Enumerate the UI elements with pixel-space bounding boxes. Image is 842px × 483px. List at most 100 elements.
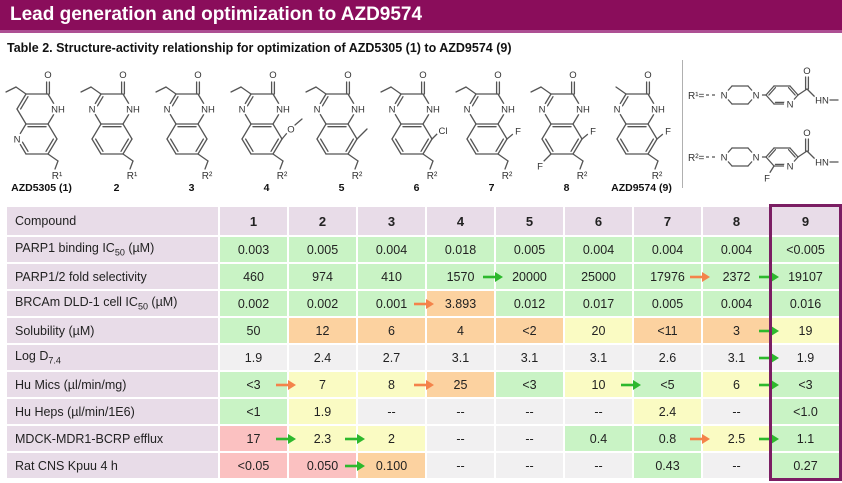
- cell-value: 0.005: [651, 296, 684, 311]
- value-cell: 20: [565, 318, 632, 343]
- svg-text:N: N: [14, 134, 21, 145]
- table-row: BRCAm DLD-1 cell IC50 (µM) 0.002 0.002 0.00…: [7, 291, 839, 316]
- value-cell: 3.1: [565, 345, 632, 370]
- cell-value: <2: [522, 323, 537, 338]
- cell-value: 0.003: [237, 242, 270, 257]
- compound-name-label: 6: [413, 182, 420, 194]
- structure-compound-2: O NH N R¹ 2: [79, 58, 154, 194]
- value-cell: 2.3: [276, 426, 356, 451]
- value-cell: 0.003: [220, 237, 287, 262]
- value-cell: 974: [289, 264, 356, 289]
- value-cell: 25000: [565, 264, 632, 289]
- svg-text:O: O: [419, 70, 426, 81]
- cell-value: 2.6: [658, 350, 677, 365]
- chemical-structure-diagram: O NH N R¹: [80, 70, 142, 182]
- svg-text:O: O: [494, 70, 501, 81]
- cell-value: 3.893: [444, 296, 477, 311]
- value-cell: 410: [358, 264, 425, 289]
- chemical-structure-diagram: O NH N F R²: [455, 70, 524, 182]
- value-cell: 25: [414, 372, 494, 397]
- value-cell: 19: [759, 318, 839, 343]
- value-cell: <1.0: [772, 399, 839, 424]
- value-cell: <0.005: [772, 237, 839, 262]
- compound-name-label: AZD9574 (9): [611, 182, 672, 194]
- r-group-definitions: R¹= N N N O HN R²= N N N O HN F: [686, 58, 841, 186]
- cell-value: 0.27: [793, 458, 818, 473]
- value-cell: <3: [759, 372, 839, 397]
- value-cell: 8: [358, 372, 425, 397]
- row-label: Hu Heps (µl/min/1E6): [7, 399, 218, 424]
- cell-value: 1.9: [244, 350, 263, 365]
- cell-value: --: [456, 458, 465, 473]
- svg-text:N: N: [787, 161, 794, 172]
- value-cell: 0.4: [565, 426, 632, 451]
- cell-value: 20000: [512, 269, 547, 284]
- svg-text:NH: NH: [51, 104, 65, 115]
- svg-text:F: F: [590, 126, 596, 137]
- cell-value: <1.0: [793, 404, 818, 419]
- value-cell: 3.893: [414, 291, 494, 316]
- svg-text:R²: R²: [277, 171, 288, 182]
- structure-compound-3: O NH N R² 3: [154, 58, 229, 194]
- chemical-structure-diagram: O NH N O R²: [230, 70, 303, 182]
- svg-text:O: O: [569, 70, 576, 81]
- svg-text:Cl: Cl: [439, 126, 448, 137]
- table-row: PARP1 binding IC50 (µM) 0.003 0.005 0.004 0.…: [7, 237, 839, 262]
- cell-value: 410: [381, 269, 402, 284]
- value-cell: 0.001: [358, 291, 425, 316]
- row-label: Hu Mics (µl/min/mg): [7, 372, 218, 397]
- value-cell: <3: [220, 372, 287, 397]
- value-cell: 2.4: [634, 399, 701, 424]
- value-cell: <0.05: [220, 453, 287, 478]
- svg-text:O: O: [644, 70, 651, 81]
- compound-name-label: 2: [113, 182, 120, 194]
- cell-value: 2.5: [727, 431, 746, 446]
- cell-value: 0.005: [306, 242, 339, 257]
- cell-value: 12: [315, 323, 330, 338]
- cell-value: <3: [798, 377, 813, 392]
- value-cell: <3: [496, 372, 563, 397]
- cell-value: 3.1: [589, 350, 608, 365]
- value-cell: 2.7: [358, 345, 425, 370]
- svg-text:N: N: [314, 104, 321, 115]
- table-caption: Table 2. Structure-activity relationship…: [7, 41, 512, 55]
- table-row: Solubility (µM) 50 12 6 4 <2 20 <11 3 19: [7, 318, 839, 343]
- cell-value: 0.012: [513, 296, 546, 311]
- value-cell: --: [703, 399, 770, 424]
- cell-value: 50: [246, 323, 261, 338]
- structure-compound-5: O NH N R² 5: [304, 58, 379, 194]
- value-cell: 0.018: [427, 237, 494, 262]
- cell-value: 460: [243, 269, 264, 284]
- structure-compound-4: O NH N O R² 4: [229, 58, 304, 194]
- svg-text:N: N: [721, 152, 728, 163]
- value-cell: 6: [358, 318, 425, 343]
- value-cell: 460: [220, 264, 287, 289]
- svg-text:F: F: [764, 173, 770, 184]
- table-row: PARP1/2 fold selectivity 460 974 410 1570 200…: [7, 264, 839, 289]
- svg-text:R²=: R²=: [688, 153, 705, 164]
- value-cell: 1.9: [220, 345, 287, 370]
- value-cell: --: [427, 453, 494, 478]
- value-cell: 19107: [759, 264, 839, 289]
- svg-text:R²: R²: [427, 171, 438, 182]
- cell-value: 0.017: [582, 296, 615, 311]
- svg-text:O: O: [269, 70, 276, 81]
- cell-value: <3: [522, 377, 537, 392]
- cell-value: --: [525, 404, 534, 419]
- svg-text:NH: NH: [351, 104, 365, 115]
- value-cell: 0.012: [496, 291, 563, 316]
- cell-value: --: [456, 404, 465, 419]
- cell-value: 0.005: [513, 242, 546, 257]
- cell-value: 6: [388, 323, 395, 338]
- chemical-structure-diagram: O NH N F R²: [611, 70, 674, 182]
- cell-value: <1: [246, 404, 261, 419]
- svg-text:O: O: [287, 124, 294, 135]
- value-cell: 3.1: [496, 345, 563, 370]
- structure-compound-8: O NH N F F R² 8: [529, 58, 604, 194]
- cell-value: <0.05: [237, 458, 270, 473]
- cell-value: --: [525, 458, 534, 473]
- svg-text:R¹=: R¹=: [688, 91, 705, 102]
- chemical-structure-diagram: O NH N R¹: [5, 70, 67, 182]
- value-cell: 12: [289, 318, 356, 343]
- value-cell: 0.017: [565, 291, 632, 316]
